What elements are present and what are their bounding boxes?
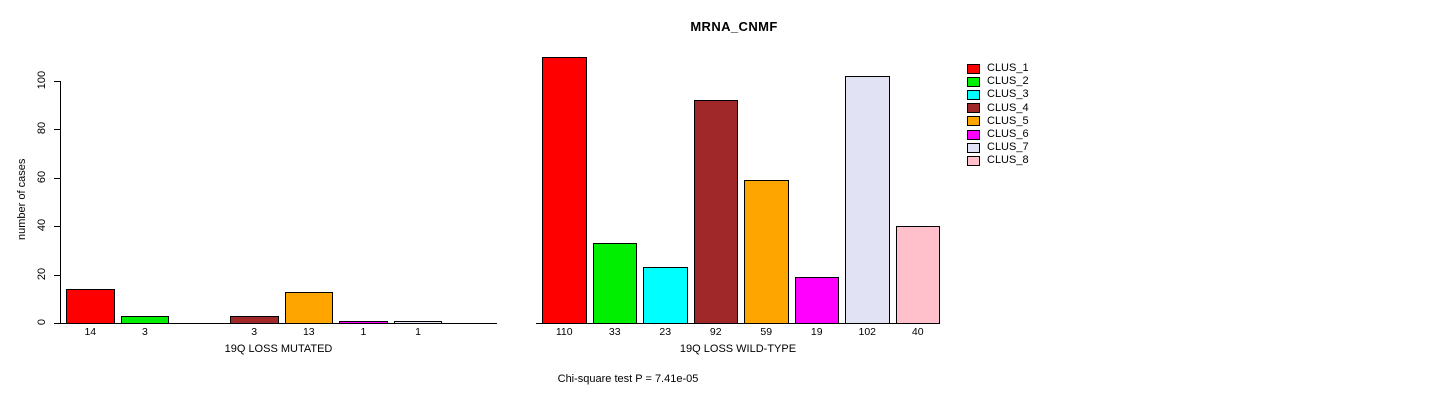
y-axis-tick-label: 60 bbox=[36, 170, 48, 183]
bar-clus-1[interactable] bbox=[542, 56, 587, 324]
bar-value-label: 13 bbox=[302, 326, 315, 338]
legend-swatch-icon bbox=[967, 63, 980, 74]
y-axis-line bbox=[60, 81, 61, 324]
bar-clus-1[interactable] bbox=[66, 289, 115, 324]
legend-label: CLUS_6 bbox=[987, 128, 1029, 141]
y-axis-tick bbox=[54, 129, 61, 131]
legend-swatch-icon bbox=[967, 142, 980, 153]
y-axis-tick-label: 0 bbox=[36, 318, 48, 326]
bar-clus-6[interactable] bbox=[794, 277, 839, 324]
bar-clus-7[interactable] bbox=[845, 76, 890, 324]
chi-square-annotation: Chi-square test P = 7.41e-05 bbox=[557, 373, 699, 385]
chart-title: MRNA_CNMF bbox=[690, 19, 778, 34]
bar-value-label: 1 bbox=[360, 326, 367, 338]
x-axis-title-left: 19Q LOSS MUTATED bbox=[224, 343, 333, 355]
legend-swatch-icon bbox=[967, 76, 980, 87]
y-axis-title: number of cases bbox=[16, 158, 28, 240]
bar-value-label: 3 bbox=[251, 326, 258, 338]
bar-clus-5[interactable] bbox=[744, 180, 789, 324]
legend-label: CLUS_4 bbox=[987, 101, 1029, 114]
panel-19q-loss-mutated-bars bbox=[60, 40, 497, 324]
bar-value-label: 40 bbox=[911, 326, 924, 338]
y-axis-tick bbox=[54, 226, 61, 228]
legend-item-clus-2[interactable]: CLUS_2 bbox=[967, 75, 1029, 88]
bar-clus-2[interactable] bbox=[592, 243, 637, 324]
x-axis-title-right: 19Q LOSS WILD-TYPE bbox=[679, 343, 797, 355]
bar-value-label: 1 bbox=[415, 326, 421, 338]
legend-item-clus-8[interactable]: CLUS_8 bbox=[967, 154, 1029, 167]
bar-value-label: 3 bbox=[142, 326, 148, 338]
legend-item-clus-5[interactable]: CLUS_5 bbox=[967, 115, 1029, 128]
legend-label: CLUS_5 bbox=[987, 114, 1029, 127]
bar-value-label: 14 bbox=[84, 326, 97, 338]
bar-clus-5[interactable] bbox=[284, 291, 334, 324]
legend-swatch-icon bbox=[967, 155, 980, 166]
panel-19q-loss-wild-type-bars bbox=[536, 40, 940, 324]
y-axis-tick-label: 80 bbox=[36, 122, 48, 135]
legend-swatch-icon bbox=[967, 129, 980, 140]
legend-item-clus-3[interactable]: CLUS_3 bbox=[967, 88, 1029, 101]
y-axis-tick bbox=[54, 177, 61, 179]
y-axis-tick bbox=[54, 274, 61, 276]
bar-value-label: 59 bbox=[760, 326, 773, 338]
legend-item-clus-6[interactable]: CLUS_6 bbox=[967, 128, 1029, 141]
y-axis-tick-label: 100 bbox=[36, 70, 48, 90]
legend-item-clus-4[interactable]: CLUS_4 bbox=[967, 102, 1029, 115]
x-axis-line-right bbox=[536, 323, 940, 324]
legend-swatch-icon bbox=[967, 103, 980, 114]
bar-clus-8[interactable] bbox=[895, 226, 940, 324]
bar-value-label: 110 bbox=[555, 326, 573, 338]
legend: CLUS_1 CLUS_2 CLUS_3 CLUS_4 CLUS_5 CLUS_6 CLUS… bbox=[967, 62, 1029, 168]
legend-item-clus-1[interactable]: CLUS_1 bbox=[967, 62, 1029, 75]
bar-clus-3[interactable] bbox=[643, 267, 688, 324]
bar-value-label: 33 bbox=[608, 326, 621, 338]
legend-label: CLUS_2 bbox=[987, 75, 1029, 88]
x-axis-line-left bbox=[60, 323, 497, 324]
y-axis-tick-label: 20 bbox=[36, 267, 48, 280]
legend-label: CLUS_1 bbox=[987, 62, 1029, 75]
bar-value-label: 23 bbox=[659, 326, 672, 338]
legend-label: CLUS_3 bbox=[987, 88, 1029, 101]
legend-swatch-icon bbox=[967, 89, 980, 100]
bar-value-label: 102 bbox=[858, 326, 877, 338]
bar-value-label: 92 bbox=[709, 326, 722, 338]
y-axis-tick bbox=[54, 323, 61, 324]
y-axis-tick bbox=[54, 81, 61, 82]
legend-label: CLUS_8 bbox=[987, 154, 1029, 167]
legend-swatch-icon bbox=[967, 116, 980, 127]
legend-label: CLUS_7 bbox=[987, 141, 1029, 154]
bar-clus-4[interactable] bbox=[693, 100, 738, 324]
bar-value-label: 19 bbox=[810, 326, 823, 338]
legend-item-clus-7[interactable]: CLUS_7 bbox=[967, 141, 1029, 154]
y-axis-tick-label: 40 bbox=[36, 219, 48, 232]
